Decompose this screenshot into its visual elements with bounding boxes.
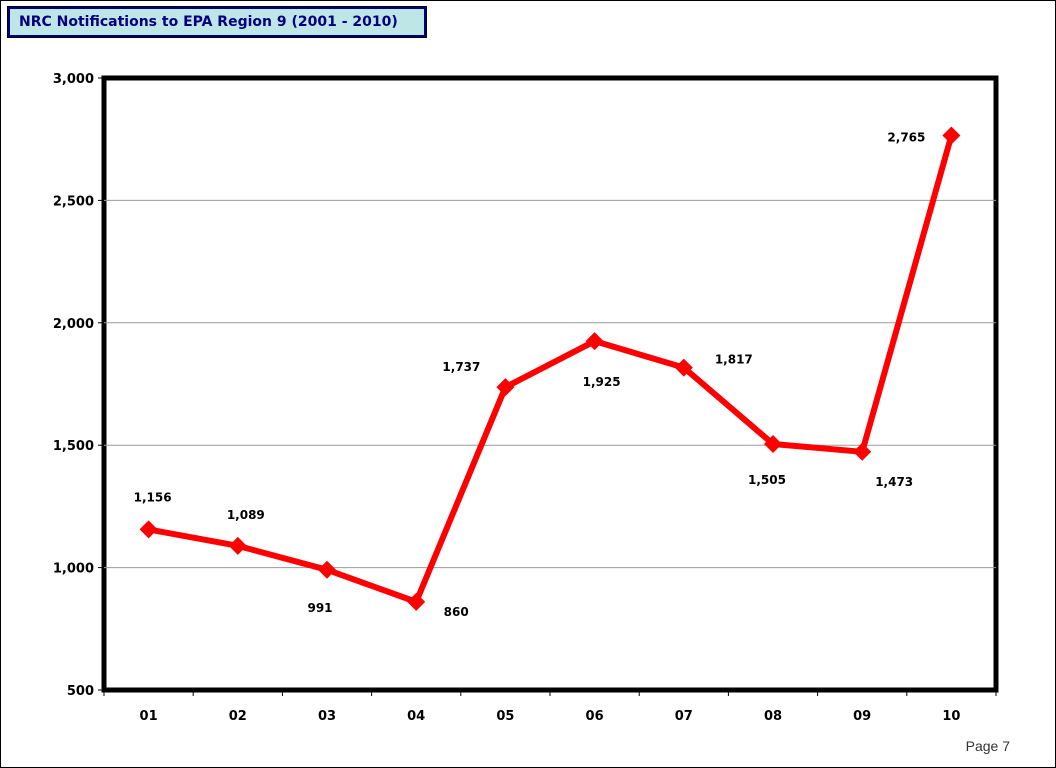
data-point-marker — [407, 592, 426, 611]
plot-area — [101, 75, 999, 693]
y-axis-ticks: 500 1,000 1,500 2,000 2,500 3,000 — [53, 72, 104, 699]
data-point-marker — [764, 434, 782, 453]
y-tick-label: 1,000 — [53, 562, 94, 577]
data-point-marker — [674, 358, 693, 377]
data-label: 2,765 — [887, 131, 925, 145]
data-point-marker — [318, 560, 336, 579]
page-number: Page 7 — [965, 738, 1010, 754]
data-point-marker — [585, 332, 604, 351]
data-label: 1,156 — [134, 490, 172, 504]
y-tick-label: 2,500 — [53, 194, 94, 209]
x-tick-label: 10 — [942, 709, 960, 724]
data-label: 1,473 — [875, 475, 913, 489]
chart-title: NRC Notifications to EPA Region 9 (2001 … — [7, 6, 427, 38]
x-tick-label: 09 — [853, 709, 871, 724]
x-tick-label: 08 — [764, 709, 782, 724]
y-tick-label: 3,000 — [53, 72, 94, 87]
x-tick-label: 07 — [675, 709, 693, 724]
x-tick-label: 06 — [586, 709, 604, 724]
x-axis-ticks: 01 02 03 04 05 06 07 08 09 10 — [103, 690, 997, 724]
gridlines — [104, 199, 996, 569]
data-labels: 1,156 1,089 991 860 1,737 1,925 1,817 1,505 1,47… — [134, 131, 926, 619]
data-label: 1,925 — [583, 375, 621, 389]
x-tick-label: 02 — [229, 709, 247, 724]
x-tick-label: 01 — [140, 709, 158, 724]
data-point-marker — [942, 126, 961, 145]
data-label: 860 — [444, 605, 469, 619]
data-point-marker — [853, 442, 872, 461]
y-tick-label: 1,500 — [53, 439, 94, 454]
series-line-path — [148, 134, 955, 605]
y-tick-label: 2,000 — [53, 317, 94, 332]
data-point-marker — [228, 536, 247, 555]
x-tick-label: 03 — [318, 709, 336, 724]
data-label: 991 — [307, 601, 332, 615]
data-point-marker — [139, 520, 158, 539]
x-tick-label: 04 — [407, 709, 425, 724]
data-label: 1,089 — [227, 508, 265, 522]
data-point-marker — [496, 378, 515, 397]
y-tick-label: 500 — [67, 684, 94, 699]
series-line — [139, 126, 961, 611]
x-tick-label: 05 — [496, 709, 514, 724]
data-label: 1,817 — [715, 353, 753, 367]
data-label: 1,505 — [748, 473, 786, 487]
data-label: 1,737 — [442, 360, 480, 374]
